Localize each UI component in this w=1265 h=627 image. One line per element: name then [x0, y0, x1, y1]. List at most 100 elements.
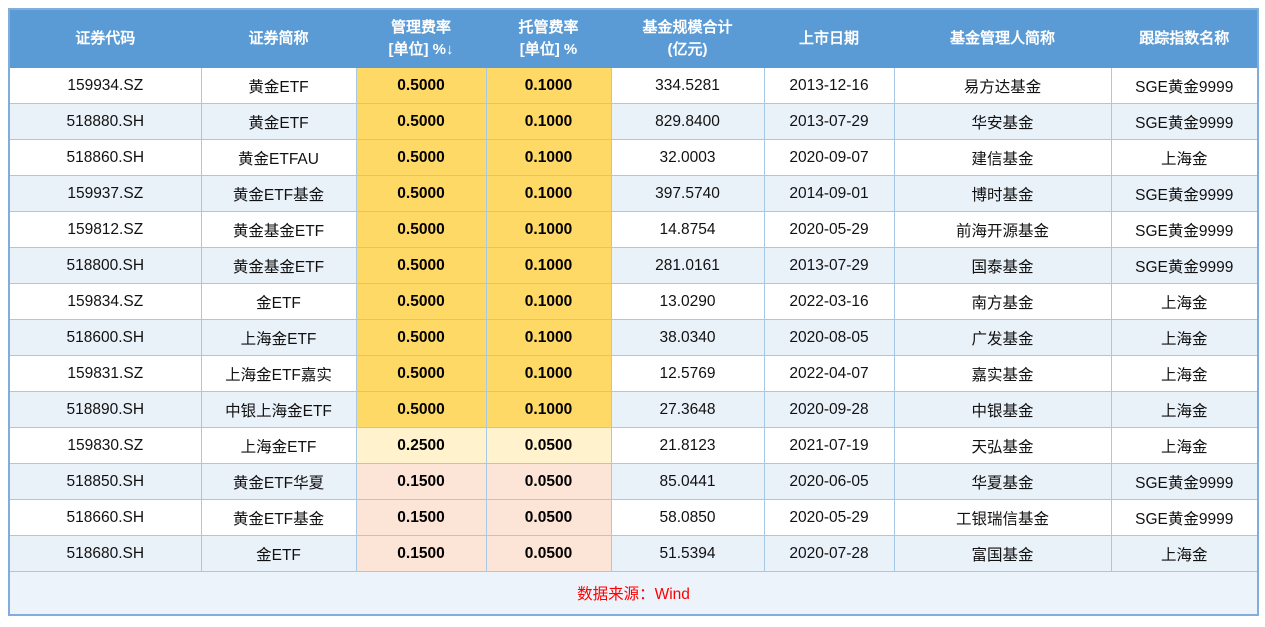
column-header-index_name: 跟踪指数名称 [1110, 8, 1259, 68]
cell-name: 黄金ETF [200, 103, 357, 140]
column-header-list_date: 上市日期 [763, 8, 895, 68]
cell-code: 159831.SZ [8, 355, 202, 392]
header-label-line: [单位] % [519, 40, 578, 58]
cell-scale: 58.0850 [610, 499, 765, 536]
cell-manager: 建信基金 [893, 139, 1112, 176]
cell-custody-fee: 0.1000 [485, 211, 612, 248]
cell-index-name: SGE黄金9999 [1110, 175, 1259, 212]
cell-mgmt-fee: 0.5000 [355, 247, 487, 284]
table-row: 518860.SH 黄金ETFAU 0.5000 0.1000 32.0003 2020-… [8, 139, 1259, 176]
cell-manager: 富国基金 [893, 535, 1112, 572]
cell-name: 黄金ETF基金 [200, 175, 357, 212]
cell-list-date: 2014-09-01 [763, 175, 895, 212]
cell-custody-fee: 0.1000 [485, 283, 612, 320]
table-row: 518880.SH 黄金ETF 0.5000 0.1000 829.8400 2013-0… [8, 103, 1259, 140]
cell-mgmt-fee: 0.5000 [355, 319, 487, 356]
cell-name: 上海金ETF嘉实 [200, 355, 357, 392]
cell-list-date: 2020-05-29 [763, 211, 895, 248]
column-header-name: 证券简称 [200, 8, 357, 68]
cell-index-name: SGE黄金9999 [1110, 103, 1259, 140]
cell-manager: 广发基金 [893, 319, 1112, 356]
header-label-line: [单位] %↓ [388, 40, 454, 58]
table-row: 518680.SH 金ETF 0.1500 0.0500 51.5394 2020-07-… [8, 535, 1259, 572]
cell-mgmt-fee: 0.5000 [355, 139, 487, 176]
header-label-line: 管理费率 [390, 18, 451, 36]
table-row: 159834.SZ 金ETF 0.5000 0.1000 13.0290 2022-03-… [8, 283, 1259, 320]
table-row: 518800.SH 黄金基金ETF 0.5000 0.1000 281.0161 2013… [8, 247, 1259, 284]
cell-scale: 14.8754 [610, 211, 765, 248]
cell-list-date: 2022-04-07 [763, 355, 895, 392]
column-header-manager: 基金管理人简称 [893, 8, 1112, 68]
cell-index-name: SGE黄金9999 [1110, 67, 1259, 104]
cell-custody-fee: 0.1000 [485, 319, 612, 356]
cell-name: 黄金ETF华夏 [200, 463, 357, 500]
cell-name: 上海金ETF [200, 427, 357, 464]
cell-list-date: 2013-07-29 [763, 103, 895, 140]
table-row: 518600.SH 上海金ETF 0.5000 0.1000 38.0340 2020-0… [8, 319, 1259, 356]
cell-code: 159830.SZ [8, 427, 202, 464]
gold-etf-fee-table: 证券代码 证券简称 管理费率 [单位] %↓ 托管费率 [单位] % 基金规模合计 (亿元) 上… [8, 8, 1259, 616]
cell-manager: 易方达基金 [893, 67, 1112, 104]
cell-custody-fee: 0.0500 [485, 499, 612, 536]
cell-index-name: SGE黄金9999 [1110, 247, 1259, 284]
data-source-cell: 数据来源：Wind [8, 571, 1259, 616]
cell-mgmt-fee: 0.1500 [355, 463, 487, 500]
cell-index-name: SGE黄金9999 [1110, 463, 1259, 500]
cell-manager: 南方基金 [893, 283, 1112, 320]
cell-scale: 85.0441 [610, 463, 765, 500]
cell-name: 黄金ETF基金 [200, 499, 357, 536]
cell-scale: 281.0161 [610, 247, 765, 284]
cell-manager: 中银基金 [893, 391, 1112, 428]
table-row: 159812.SZ 黄金基金ETF 0.5000 0.1000 14.8754 2020-… [8, 211, 1259, 248]
cell-index-name: 上海金 [1110, 535, 1259, 572]
cell-manager: 天弘基金 [893, 427, 1112, 464]
cell-code: 159834.SZ [8, 283, 202, 320]
cell-list-date: 2021-07-19 [763, 427, 895, 464]
cell-list-date: 2022-03-16 [763, 283, 895, 320]
cell-mgmt-fee: 0.5000 [355, 103, 487, 140]
cell-index-name: 上海金 [1110, 319, 1259, 356]
cell-custody-fee: 0.0500 [485, 427, 612, 464]
cell-list-date: 2013-07-29 [763, 247, 895, 284]
data-source-label: 数据来源：Wind [577, 586, 690, 603]
cell-code: 159934.SZ [8, 67, 202, 104]
cell-code: 518680.SH [8, 535, 202, 572]
cell-mgmt-fee: 0.5000 [355, 355, 487, 392]
cell-scale: 829.8400 [610, 103, 765, 140]
cell-manager: 华夏基金 [893, 463, 1112, 500]
cell-index-name: 上海金 [1110, 391, 1259, 428]
cell-code: 518850.SH [8, 463, 202, 500]
cell-custody-fee: 0.1000 [485, 139, 612, 176]
cell-scale: 12.5769 [610, 355, 765, 392]
cell-code: 159937.SZ [8, 175, 202, 212]
cell-scale: 38.0340 [610, 319, 765, 356]
header-label-line: 托管费率 [518, 18, 579, 36]
cell-name: 金ETF [200, 535, 357, 572]
cell-code: 159812.SZ [8, 211, 202, 248]
cell-code: 518600.SH [8, 319, 202, 356]
cell-manager: 嘉实基金 [893, 355, 1112, 392]
cell-code: 518860.SH [8, 139, 202, 176]
cell-scale: 397.5740 [610, 175, 765, 212]
cell-mgmt-fee: 0.5000 [355, 211, 487, 248]
cell-name: 中银上海金ETF [200, 391, 357, 428]
cell-code: 518800.SH [8, 247, 202, 284]
cell-name: 上海金ETF [200, 319, 357, 356]
cell-index-name: SGE黄金9999 [1110, 499, 1259, 536]
cell-name: 黄金ETFAU [200, 139, 357, 176]
cell-custody-fee: 0.0500 [485, 535, 612, 572]
column-header-scale: 基金规模合计 (亿元) [610, 8, 765, 68]
cell-code: 518890.SH [8, 391, 202, 428]
table-row: 159937.SZ 黄金ETF基金 0.5000 0.1000 397.5740 2014… [8, 175, 1259, 212]
cell-manager: 工银瑞信基金 [893, 499, 1112, 536]
table-row: 518660.SH 黄金ETF基金 0.1500 0.0500 58.0850 2020-… [8, 499, 1259, 536]
cell-scale: 21.8123 [610, 427, 765, 464]
cell-list-date: 2020-05-29 [763, 499, 895, 536]
column-header-mgmt_fee[interactable]: 管理费率 [单位] %↓ [355, 8, 487, 68]
cell-index-name: 上海金 [1110, 427, 1259, 464]
cell-custody-fee: 0.1000 [485, 67, 612, 104]
cell-code: 518660.SH [8, 499, 202, 536]
cell-mgmt-fee: 0.5000 [355, 67, 487, 104]
cell-custody-fee: 0.1000 [485, 247, 612, 284]
cell-name: 黄金基金ETF [200, 211, 357, 248]
